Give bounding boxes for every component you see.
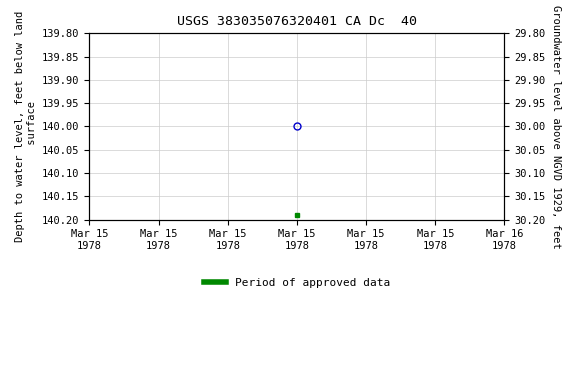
Legend: Period of approved data: Period of approved data [199, 273, 395, 292]
Y-axis label: Depth to water level, feet below land
 surface: Depth to water level, feet below land su… [15, 11, 37, 242]
Y-axis label: Groundwater level above NGVD 1929, feet: Groundwater level above NGVD 1929, feet [551, 5, 561, 248]
Title: USGS 383035076320401 CA Dc  40: USGS 383035076320401 CA Dc 40 [177, 15, 417, 28]
